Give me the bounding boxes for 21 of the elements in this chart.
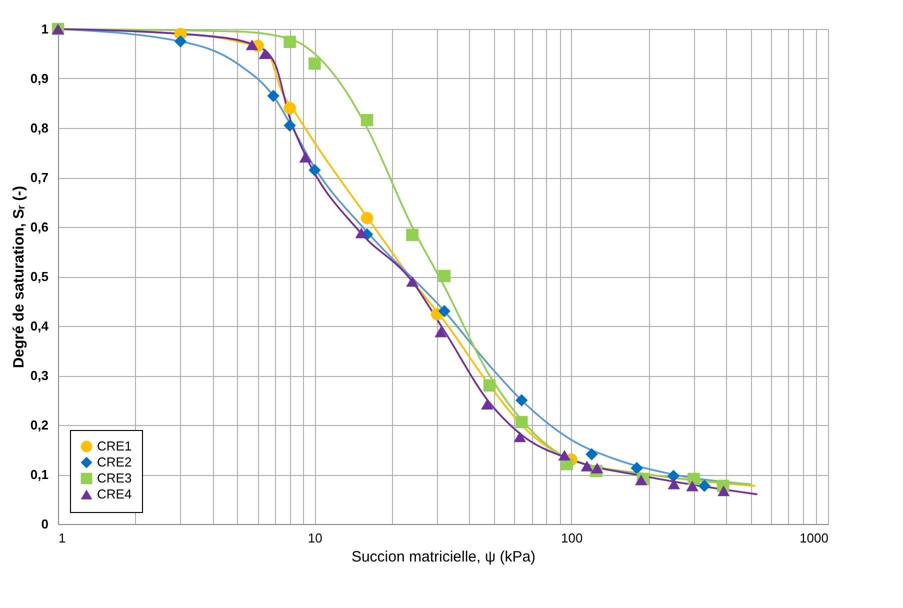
y-tick-label: 0,1 [30, 467, 48, 482]
y-tick-label: 0,9 [30, 71, 48, 86]
x-tick-label: 10 [308, 530, 322, 546]
y-tick-label: 0,5 [30, 269, 48, 284]
x-tick-label: 1000 [800, 530, 828, 546]
legend-label: CRE4 [97, 486, 132, 502]
y-tick-label: 0,6 [30, 220, 48, 234]
y-tick-label: 0,7 [30, 170, 48, 185]
x-axis-title: Succion matricielle, ψ (kPa) [351, 548, 536, 566]
legend-label: CRE3 [97, 470, 132, 486]
y-tick-label: 0,2 [30, 418, 48, 432]
legend-label: CRE2 [97, 454, 132, 470]
y-tick-label: 1 [41, 22, 48, 36]
y-tick-label: 0 [41, 516, 48, 532]
y-axis-title: Degré de saturation, Sᵣ (-) [10, 186, 28, 368]
y-tick-label: 0,8 [30, 120, 48, 136]
y-tick-label: 0,4 [30, 318, 50, 334]
y-tick-label: 0,3 [30, 368, 48, 383]
x-tick-label: 1 [58, 530, 66, 546]
legend-label: CRE1 [97, 438, 132, 454]
x-tick-label: 100 [560, 530, 583, 546]
